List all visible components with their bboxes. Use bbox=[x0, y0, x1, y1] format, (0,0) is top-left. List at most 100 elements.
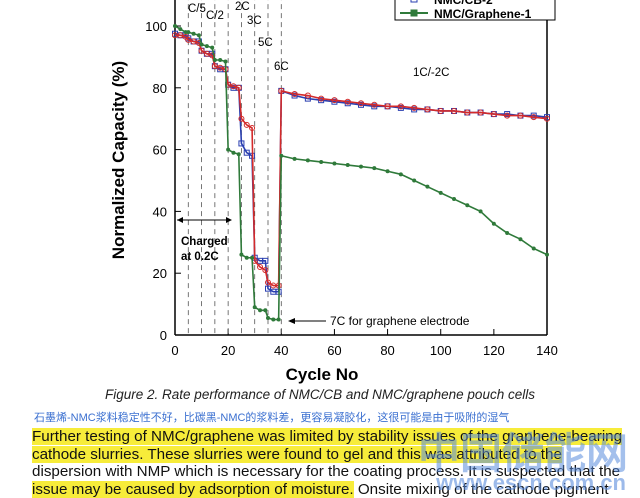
data-point bbox=[292, 156, 297, 161]
series-line bbox=[174, 25, 548, 321]
data-point bbox=[186, 30, 191, 35]
data-point bbox=[262, 257, 269, 264]
data-point bbox=[318, 95, 325, 102]
data-point bbox=[385, 169, 390, 174]
data-point bbox=[223, 59, 228, 64]
data-point bbox=[252, 305, 257, 310]
x-tick-label: 100 bbox=[430, 343, 452, 358]
legend-label: NMC/CB-2 bbox=[434, 0, 493, 7]
annotation: C/2 bbox=[206, 10, 224, 22]
paragraph-line: issue may be caused by adsorption of moi… bbox=[32, 480, 622, 498]
data-point bbox=[465, 203, 470, 208]
annotation: 6C bbox=[274, 61, 289, 73]
data-point bbox=[244, 255, 249, 260]
data-point bbox=[398, 172, 403, 177]
data-point bbox=[278, 87, 285, 94]
y-axis-label: Normalized Capacity (%) bbox=[109, 61, 128, 259]
chart: Cycle No Normalized Capacity (%) 0 20 40 60… bbox=[109, 0, 558, 384]
data-point bbox=[305, 158, 310, 163]
data-point bbox=[265, 285, 271, 292]
data-point bbox=[199, 42, 204, 47]
annotation: 7C for graphene electrode bbox=[330, 314, 470, 328]
series-line bbox=[175, 34, 548, 287]
data-point bbox=[198, 47, 205, 54]
legend-marker bbox=[410, 9, 418, 17]
x-tick-label: 20 bbox=[221, 343, 235, 358]
data-point bbox=[291, 90, 298, 97]
data-point bbox=[258, 308, 263, 313]
data-point bbox=[451, 107, 457, 114]
data-point bbox=[345, 163, 350, 168]
data-point bbox=[263, 308, 268, 313]
data-point bbox=[412, 178, 417, 183]
x-tick-label: 60 bbox=[327, 343, 341, 358]
data-point bbox=[185, 36, 192, 43]
data-point bbox=[191, 31, 196, 36]
data-point bbox=[279, 153, 284, 158]
data-point bbox=[173, 24, 177, 28]
data-point bbox=[217, 64, 224, 71]
y-tick-label: 0 bbox=[160, 328, 167, 343]
data-point bbox=[304, 92, 311, 99]
data-point bbox=[238, 115, 245, 122]
data-point bbox=[518, 237, 523, 242]
data-point bbox=[504, 112, 511, 119]
y-tick-label: 40 bbox=[153, 204, 167, 219]
data-point bbox=[438, 190, 443, 195]
paragraph: Further testing of NMC/graphene was limi… bbox=[32, 428, 623, 498]
annotation: 5C bbox=[258, 37, 273, 49]
data-point bbox=[238, 140, 245, 147]
data-point bbox=[210, 45, 215, 50]
data-point bbox=[425, 184, 430, 189]
data-point bbox=[331, 97, 338, 104]
data-point bbox=[262, 267, 269, 274]
data-point bbox=[231, 150, 236, 155]
watermark-url: www.escn.com.cn bbox=[436, 470, 626, 495]
data-point bbox=[478, 209, 483, 214]
data-point bbox=[332, 161, 337, 166]
data-point bbox=[517, 112, 524, 119]
data-point bbox=[411, 104, 418, 111]
data-point bbox=[424, 106, 431, 113]
data-point bbox=[491, 221, 496, 226]
data-point bbox=[477, 109, 484, 116]
data-point bbox=[358, 100, 364, 107]
data-point bbox=[243, 121, 250, 128]
annotation: 1C/-2C bbox=[413, 67, 449, 79]
watermark: 中国储能网 bbox=[417, 430, 628, 477]
y-tick-label: 100 bbox=[145, 19, 167, 34]
paragraph-line: cathode slurries. These slurries were fo… bbox=[32, 445, 622, 464]
annotation: 3C bbox=[247, 15, 262, 27]
data-point bbox=[544, 115, 550, 122]
data-point bbox=[204, 44, 209, 49]
x-tick-label: 40 bbox=[274, 343, 288, 358]
x-axis-label: Cycle No bbox=[286, 365, 359, 384]
text-run: issue may be caused by adsorption of moi… bbox=[32, 480, 354, 498]
arrow-head bbox=[177, 217, 232, 223]
data-point bbox=[359, 164, 363, 169]
text-run: Onsite mixing of the cathode pigment bbox=[353, 480, 609, 498]
paragraph-line: Further testing of NMC/graphene was limi… bbox=[32, 428, 623, 446]
data-point bbox=[276, 317, 281, 322]
data-point bbox=[265, 279, 271, 286]
legend-label: NMC/Graphene-1 bbox=[434, 7, 532, 21]
arrow-head bbox=[288, 318, 295, 324]
data-point bbox=[531, 246, 536, 251]
data-point bbox=[490, 111, 497, 118]
x-tick-label: 0 bbox=[171, 343, 178, 358]
data-point bbox=[243, 149, 250, 156]
data-point bbox=[530, 114, 537, 121]
legend-box bbox=[394, 0, 556, 21]
text-run: cathode slurries. These slurries were fo… bbox=[32, 445, 562, 463]
data-point bbox=[226, 147, 231, 152]
data-point bbox=[178, 27, 183, 32]
figure-caption: Figure 2. Rate performance of NMC/CB and… bbox=[105, 387, 535, 402]
data-point bbox=[250, 255, 255, 260]
text-run: Further testing of NMC/graphene was limi… bbox=[32, 428, 623, 445]
data-point bbox=[249, 124, 256, 131]
data-point bbox=[235, 84, 242, 91]
paragraph-line: dispersion with NMP which is necessary f… bbox=[32, 463, 622, 481]
y-tick-label: 60 bbox=[153, 143, 167, 158]
data-point bbox=[271, 317, 276, 322]
